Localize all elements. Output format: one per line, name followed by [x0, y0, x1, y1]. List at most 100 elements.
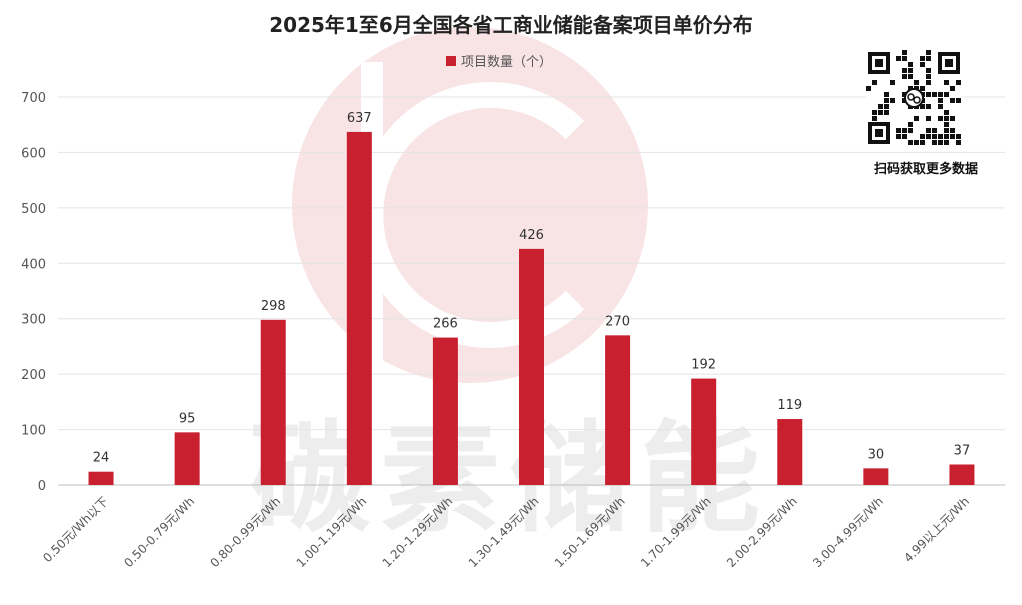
qr-module [926, 104, 931, 109]
qr-module [926, 134, 931, 139]
qr-module [932, 134, 937, 139]
qr-module [878, 104, 883, 109]
x-tick-label: 4.99以上元/Wh [901, 494, 972, 565]
qr-code-icon[interactable] [866, 50, 962, 146]
qr-module [956, 140, 961, 145]
qr-module [944, 122, 949, 127]
qr-module [902, 92, 907, 97]
bar [691, 378, 717, 485]
y-axis: 0 100 200 300 400 500 600 700 [21, 91, 46, 494]
qr-module [920, 86, 925, 91]
qr-module [932, 140, 937, 145]
qr-module [926, 68, 931, 73]
qr-module [950, 128, 955, 133]
qr-module [884, 98, 889, 103]
y-tick-label: 0 [38, 479, 46, 494]
y-tick-label: 600 [21, 146, 46, 161]
y-tick-label: 100 [21, 424, 46, 439]
qr-module [938, 116, 943, 121]
data-label: 266 [433, 317, 458, 332]
y-tick-label: 700 [21, 91, 46, 106]
bar [174, 432, 200, 485]
data-label: 30 [868, 447, 885, 462]
qr-caption: 扫码获取更多数据 [873, 162, 978, 177]
bar [346, 131, 372, 486]
qr-module [950, 98, 955, 103]
qr-module [926, 80, 931, 85]
qr-module [926, 92, 931, 97]
qr-module [956, 98, 961, 103]
data-label: 95 [179, 411, 196, 426]
x-tick-label: 3.00-4.99元/Wh [810, 494, 886, 570]
data-label: 298 [261, 299, 286, 314]
qr-module [938, 98, 943, 103]
y-tick-label: 200 [21, 368, 46, 383]
qr-module [956, 134, 961, 139]
x-tick-label: 0.50元/Wh以下 [40, 494, 111, 565]
legend-label: 项目数量（个） [461, 55, 552, 70]
qr-module [938, 140, 943, 145]
qr-module [926, 128, 931, 133]
qr-module [908, 62, 913, 67]
qr-module [884, 104, 889, 109]
qr-module [944, 80, 949, 85]
bar [949, 464, 975, 485]
qr-module [908, 86, 913, 91]
qr-module [944, 92, 949, 97]
qr-module [956, 80, 961, 85]
qr-module [866, 86, 871, 91]
bar [605, 335, 631, 485]
qr-module [902, 128, 907, 133]
data-label: 37 [954, 443, 971, 458]
qr-module [950, 134, 955, 139]
qr-module [902, 50, 907, 55]
qr-module [890, 80, 895, 85]
qr-module [926, 50, 931, 55]
qr-module [926, 116, 931, 121]
qr-module [944, 140, 949, 145]
qr-module [938, 92, 943, 97]
qr-module [902, 74, 907, 79]
qr-module [872, 80, 877, 85]
qr-block: 扫码获取更多数据 [866, 50, 986, 177]
qr-module [872, 116, 877, 121]
qr-module [938, 104, 943, 109]
bar [88, 471, 114, 485]
qr-module [920, 56, 925, 61]
watermark-logo [292, 27, 648, 383]
qr-module [920, 134, 925, 139]
qr-module [890, 98, 895, 103]
qr-module [908, 68, 913, 73]
data-labels: 24 95 298 637 266 426 270 192 119 30 37 [93, 111, 970, 466]
bars [88, 131, 975, 486]
y-tick-label: 400 [21, 257, 46, 272]
data-label: 270 [605, 314, 630, 329]
qr-module [950, 86, 955, 91]
qr-module [908, 128, 913, 133]
bar [863, 468, 889, 485]
qr-module [914, 116, 919, 121]
qr-module [896, 128, 901, 133]
qr-module [944, 134, 949, 139]
qr-module [896, 134, 901, 139]
qr-module [926, 56, 931, 61]
x-tick-label: 0.50-0.79元/Wh [121, 494, 197, 570]
qr-module [908, 74, 913, 79]
y-tick-label: 300 [21, 313, 46, 328]
qr-module [932, 92, 937, 97]
data-label: 637 [347, 111, 372, 126]
legend: 项目数量（个） [446, 55, 552, 70]
qr-module [944, 128, 949, 133]
qr-module [944, 116, 949, 121]
data-label: 426 [519, 228, 544, 243]
qr-module [896, 56, 901, 61]
qr-module [902, 134, 907, 139]
qr-module [908, 122, 913, 127]
qr-module [926, 74, 931, 79]
qr-module [950, 116, 955, 121]
legend-swatch [446, 56, 456, 66]
qr-module [902, 56, 907, 61]
chart-title: 2025年1至6月全国各省工商业储能备案项目单价分布 [269, 13, 753, 37]
data-label: 192 [691, 358, 716, 373]
